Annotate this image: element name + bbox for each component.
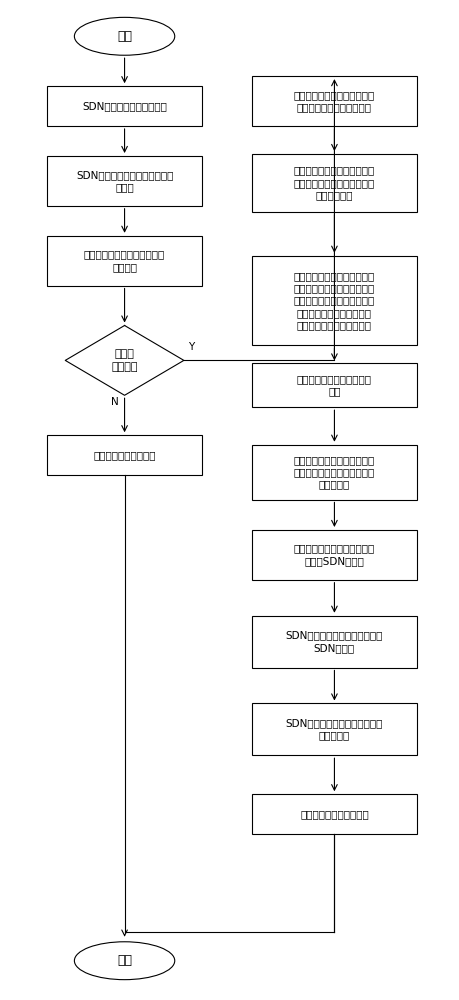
Text: SDN控制器下发流量匹配规则至
SDN交换机: SDN控制器下发流量匹配规则至 SDN交换机 (286, 630, 383, 653)
Bar (252, 76, 417, 126)
Bar (252, 363, 417, 407)
Text: 入侵检测服务器将攻击类型、
特征及其安全威胁等级告知蜜
网管理服务器: 入侵检测服务器将攻击类型、 特征及其安全威胁等级告知蜜 网管理服务器 (294, 165, 375, 200)
Text: SDN交换机端口镜像至入侵检测
服务器: SDN交换机端口镜像至入侵检测 服务器 (76, 170, 173, 192)
Polygon shape (65, 325, 184, 395)
Text: 蜜网管理服务器根据信息计算
所需向此攻击提供蜜网的网络
架构，其中主要包括蜜罐、服
务器、滤器、交换机、数据
库、网络分析仪、交换机。: 蜜网管理服务器根据信息计算 所需向此攻击提供蜜网的网络 架构，其中主要包括蜜罐、… (294, 271, 375, 330)
Bar (252, 154, 417, 212)
Text: 开始: 开始 (117, 30, 132, 43)
Ellipse shape (74, 942, 175, 980)
Text: 密网管理器记录攻击情况: 密网管理器记录攻击情况 (300, 809, 369, 819)
Bar (252, 445, 417, 500)
Text: 入侵检测服务器进行网络威胁
等级判定: 入侵检测服务器进行网络威胁 等级判定 (84, 249, 165, 272)
Bar (47, 156, 202, 206)
Text: 是否有
安全威胁: 是否有 安全威胁 (112, 349, 138, 372)
Bar (47, 86, 202, 126)
Bar (252, 703, 417, 755)
Bar (47, 236, 202, 286)
Bar (47, 435, 202, 475)
Bar (252, 794, 417, 834)
Bar (252, 530, 417, 580)
Text: SDN交换机将此攻击数据流导向
创建的密网: SDN交换机将此攻击数据流导向 创建的密网 (286, 718, 383, 741)
Bar (252, 256, 417, 345)
Text: 入侵检测服务器进行安全威胁
等级划分，并识别攻击类型: 入侵检测服务器进行安全威胁 等级划分，并识别攻击类型 (294, 90, 375, 112)
Text: 结束: 结束 (117, 954, 132, 967)
Ellipse shape (74, 17, 175, 55)
Text: Y: Y (189, 342, 195, 352)
Text: 蜜网管理服务器创建相应蜜
网。: 蜜网管理服务器创建相应蜜 网。 (297, 374, 372, 397)
Text: SDN边界交换机收到数据包: SDN边界交换机收到数据包 (82, 101, 167, 111)
Text: 蜜网管理服务器将流量匹配规
则通知SDN控制器: 蜜网管理服务器将流量匹配规 则通知SDN控制器 (294, 544, 375, 566)
Text: 不通知蜜网管理服务器: 不通知蜜网管理服务器 (93, 450, 156, 460)
Bar (252, 616, 417, 668)
Text: N: N (111, 397, 118, 407)
Text: 蜜网管理服务器根据此攻击的
信息和新建蜜网信息生成流量
匹配规则。: 蜜网管理服务器根据此攻击的 信息和新建蜜网信息生成流量 匹配规则。 (294, 455, 375, 489)
